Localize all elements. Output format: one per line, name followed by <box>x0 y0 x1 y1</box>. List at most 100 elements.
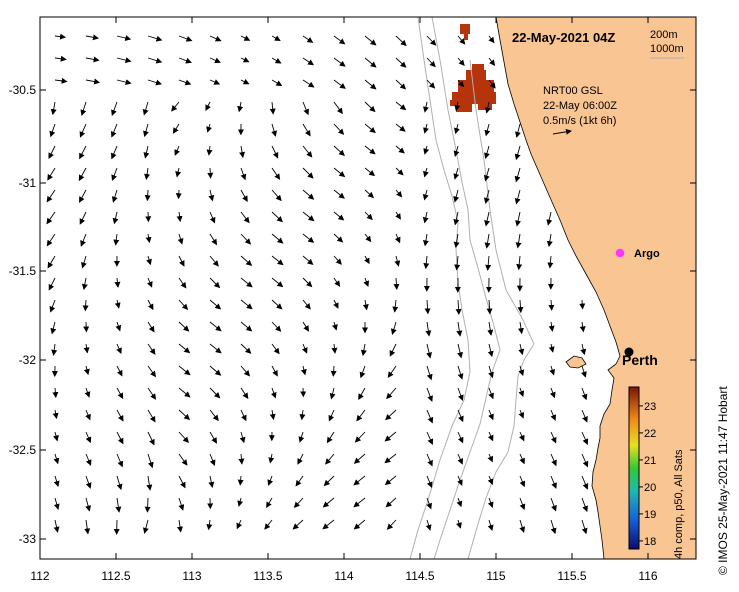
current-arrow-icon <box>85 431 92 444</box>
current-arrow-icon <box>209 299 222 310</box>
current-arrow-icon <box>209 387 221 399</box>
y-tick-label: -31.5 <box>9 264 37 278</box>
current-arrow-icon <box>54 77 68 84</box>
current-arrow-icon <box>147 453 154 469</box>
current-arrow-icon <box>331 321 338 331</box>
current-arrow-icon <box>271 233 284 244</box>
current-arrow-icon <box>333 211 345 221</box>
current-arrow-icon <box>205 101 211 111</box>
current-arrow-icon <box>550 475 557 489</box>
current-arrow-icon <box>519 453 525 465</box>
current-arrow-icon <box>456 321 463 337</box>
current-arrow-icon <box>333 35 346 45</box>
current-arrow-icon <box>488 365 494 379</box>
current-arrow-icon <box>175 189 182 200</box>
y-tick-labels: -30.5 -31 -31.5 -32 -32.5 -33 <box>9 83 37 546</box>
current-arrow-icon <box>299 409 306 421</box>
current-arrow-icon <box>171 101 180 112</box>
current-arrow-icon <box>550 409 557 421</box>
current-arrow-icon <box>271 145 279 159</box>
vector-legend-scale: 0.5m/s (1kt 6h) <box>543 115 616 127</box>
current-arrow-icon <box>514 189 521 205</box>
current-arrow-icon <box>80 101 87 116</box>
current-arrow-icon <box>333 233 344 243</box>
current-arrow-icon <box>422 233 429 247</box>
x-tick-labels: 112 112.5 113 113.5 114 114.5 115 115.5 … <box>30 569 657 583</box>
current-arrow-icon <box>514 167 521 183</box>
current-arrow-icon <box>364 189 375 199</box>
current-arrow-icon <box>426 387 433 402</box>
current-arrow-icon <box>293 497 304 509</box>
current-arrow-icon <box>331 343 338 354</box>
current-arrow-icon <box>79 211 87 225</box>
current-arrow-icon <box>457 35 466 45</box>
current-arrow-icon <box>84 387 91 398</box>
current-arrow-icon <box>239 145 246 159</box>
current-arrow-icon <box>302 79 315 88</box>
current-arrow-icon <box>116 57 132 64</box>
current-arrow-icon <box>209 431 218 444</box>
current-arrow-icon <box>52 409 59 420</box>
current-arrow-icon <box>237 497 244 507</box>
current-arrow-icon <box>364 35 377 46</box>
current-arrow-icon <box>147 343 156 355</box>
current-arrow-icon <box>516 255 523 271</box>
current-arrow-icon <box>580 343 587 356</box>
colorbar-gradient <box>628 386 640 550</box>
current-arrow-icon <box>209 453 216 467</box>
current-arrow-icon <box>425 519 432 531</box>
current-arrow-icon <box>328 409 335 422</box>
current-arrow-icon <box>364 167 376 177</box>
current-arrow-icon <box>80 233 87 247</box>
current-arrow-icon <box>144 497 151 513</box>
current-arrow-icon <box>271 343 280 355</box>
current-arrow-icon <box>172 123 180 134</box>
current-arrow-icon <box>49 123 56 138</box>
current-arrow-icon <box>240 299 253 310</box>
current-arrow-icon <box>240 255 253 266</box>
current-arrow-icon <box>457 453 464 465</box>
current-arrow-icon <box>517 321 524 335</box>
current-arrow-icon <box>240 321 253 332</box>
current-arrow-icon <box>385 409 397 421</box>
current-arrow-icon <box>110 123 118 138</box>
current-arrow-icon <box>85 409 91 421</box>
current-arrow-icon <box>206 519 213 531</box>
y-tick-label: -32.5 <box>9 443 37 457</box>
current-arrow-icon <box>364 123 376 134</box>
current-arrow-icon <box>426 343 432 359</box>
current-arrow-icon <box>240 211 250 224</box>
current-arrow-icon <box>112 211 119 225</box>
current-arrow-icon <box>268 453 275 464</box>
current-arrow-icon <box>302 57 315 66</box>
current-arrow-icon <box>240 189 248 202</box>
current-arrow-icon <box>53 431 59 442</box>
current-arrow-icon <box>386 387 397 400</box>
current-arrow-icon <box>518 343 525 356</box>
current-arrow-icon <box>518 387 525 398</box>
city-marker: Perth <box>622 347 658 368</box>
current-arrow-icon <box>550 431 557 444</box>
current-arrow-icon <box>422 211 429 224</box>
current-arrow-icon <box>487 475 494 486</box>
x-tick-label: 113 <box>182 569 201 583</box>
current-arrow-icon <box>426 365 433 381</box>
current-arrow-icon <box>322 497 335 508</box>
current-arrow-icon <box>46 233 56 247</box>
current-arrow-icon <box>83 343 90 354</box>
depth-legend-deep: 1000m <box>650 43 684 55</box>
current-arrow-icon <box>302 233 315 243</box>
current-arrow-icon <box>423 145 430 155</box>
current-arrow-icon <box>487 343 494 358</box>
current-arrow-icon <box>326 431 335 444</box>
current-arrow-icon <box>453 123 460 135</box>
current-arrow-icon <box>395 211 401 220</box>
current-arrow-icon <box>581 409 588 423</box>
current-arrow-icon <box>384 431 397 442</box>
x-tick-label: 112 <box>30 569 49 583</box>
current-arrow-icon <box>47 255 56 269</box>
current-arrow-icon <box>457 343 463 359</box>
current-arrow-icon <box>486 299 493 315</box>
current-arrow-icon <box>302 123 311 137</box>
current-arrow-icon <box>145 233 152 244</box>
